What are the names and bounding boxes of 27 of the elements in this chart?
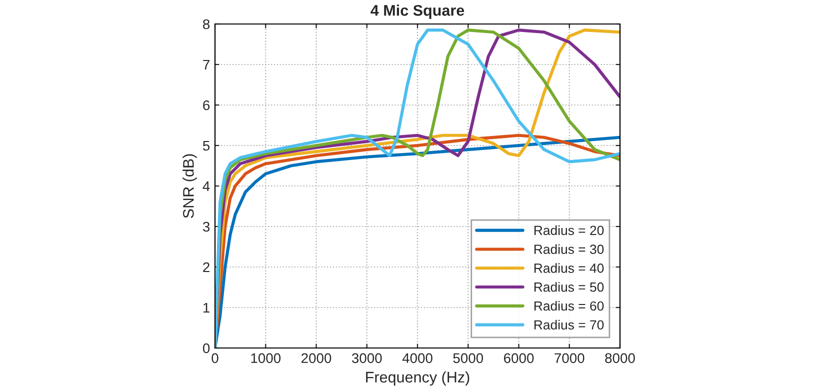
legend-label: Radius = 60 bbox=[534, 300, 604, 311]
x-tick-label: 4000 bbox=[402, 353, 432, 364]
legend-label: Radius = 50 bbox=[534, 282, 604, 292]
x-tick-label: 6000 bbox=[504, 353, 534, 364]
y-tick-label: 1 bbox=[203, 302, 210, 313]
x-tick-label: 3000 bbox=[352, 353, 382, 364]
y-tick-label: 8 bbox=[203, 19, 210, 30]
legend-label: Radius = 20 bbox=[534, 225, 604, 236]
y-tick-label: 5 bbox=[202, 140, 210, 151]
x-tick-label: 2000 bbox=[302, 353, 332, 364]
y-tick-label: 7 bbox=[203, 60, 210, 70]
x-tick-label: 0 bbox=[212, 353, 218, 364]
y-tick-label: 6 bbox=[203, 100, 210, 110]
y-tick-label: 4 bbox=[202, 181, 210, 192]
x-tick-label: 8000 bbox=[605, 353, 635, 364]
y-tick-label: 2 bbox=[203, 262, 210, 272]
chart-title: 4 Mic Square bbox=[370, 4, 464, 19]
y-axis-title: SNR (dB) bbox=[182, 154, 197, 218]
legend-label: Radius = 40 bbox=[534, 263, 604, 273]
x-tick-label: 5000 bbox=[453, 353, 484, 364]
y-tick-label: 0 bbox=[202, 343, 210, 354]
x-axis-title: Frequency (Hz) bbox=[366, 371, 470, 386]
legend-label: Radius = 30 bbox=[534, 244, 604, 254]
y-tick-label: 3 bbox=[202, 222, 210, 232]
x-tick-label: 1000 bbox=[251, 353, 281, 364]
legend-label: Radius = 70 bbox=[534, 320, 604, 330]
x-tick-label: 7000 bbox=[554, 353, 584, 364]
